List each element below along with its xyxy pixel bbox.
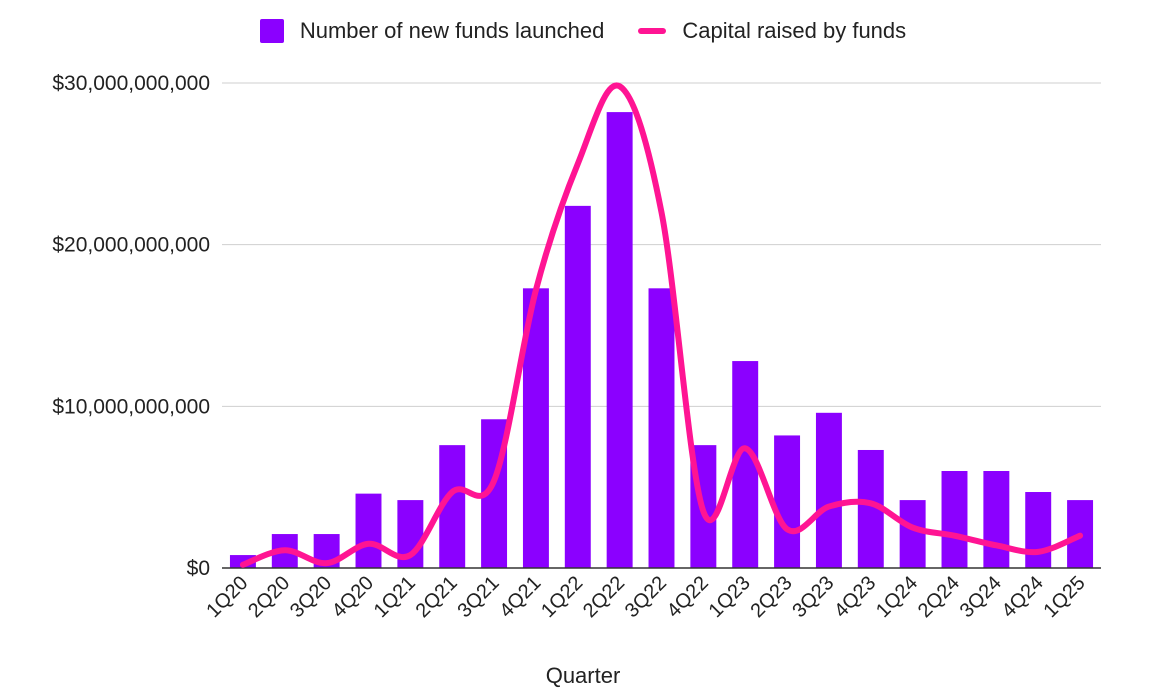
x-tick-label: 3Q20: [286, 572, 336, 622]
x-tick-label: 1Q22: [537, 572, 587, 622]
x-tick-label: 4Q22: [663, 572, 713, 622]
legend: Number of new funds launched Capital rai…: [0, 18, 1166, 44]
x-tick-label: 3Q21: [453, 572, 503, 622]
y-tick-label: $30,000,000,000: [52, 72, 210, 95]
bar: [355, 493, 382, 568]
bar: [983, 471, 1010, 568]
x-tick-label: 4Q20: [328, 572, 378, 622]
y-tick-label: $10,000,000,000: [52, 395, 210, 418]
x-tick-label: 3Q22: [621, 572, 671, 622]
x-tick-label: 1Q21: [370, 572, 420, 622]
x-tick-label: 1Q25: [1039, 572, 1089, 622]
x-tick-label: 4Q24: [998, 572, 1048, 622]
bar: [1025, 492, 1052, 568]
legend-label-bars: Number of new funds launched: [299, 18, 605, 43]
x-tick-label: 3Q23: [788, 572, 838, 622]
y-tick-label: $0: [187, 557, 210, 580]
x-tick-label: 4Q23: [830, 572, 880, 622]
bar: [774, 435, 801, 568]
bar: [648, 288, 675, 568]
legend-bar-swatch: [259, 19, 284, 43]
x-tick-label: 2Q23: [746, 572, 796, 622]
legend-item-line: Capital raised by funds: [638, 18, 906, 44]
x-tick-label: 1Q23: [705, 572, 755, 622]
x-tick-label: 2Q21: [412, 572, 462, 622]
legend-line-swatch: [638, 28, 667, 34]
x-tick-label: 2Q22: [579, 572, 629, 622]
bar: [606, 112, 633, 568]
bar: [564, 205, 591, 568]
y-tick-label: $20,000,000,000: [52, 234, 210, 257]
bar: [899, 500, 926, 568]
x-tick-label: 1Q24: [872, 572, 922, 622]
x-tick-label: 4Q21: [495, 572, 545, 622]
series-line-capital-raised: [239, 82, 1084, 568]
x-tick-label: 2Q24: [914, 572, 964, 622]
bar: [815, 412, 842, 568]
x-tick-label: 3Q24: [956, 572, 1006, 622]
bar: [941, 471, 968, 568]
x-axis-title: Quarter: [545, 663, 621, 688]
legend-label-line: Capital raised by funds: [682, 18, 907, 43]
x-tick-label: 2Q20: [244, 572, 294, 622]
legend-item-bars: Number of new funds launched: [259, 18, 605, 44]
